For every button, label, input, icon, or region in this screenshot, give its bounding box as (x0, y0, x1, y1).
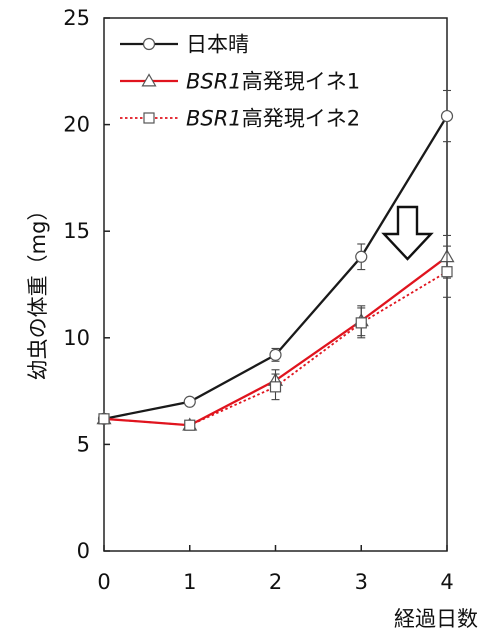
data-point-circle (183, 395, 196, 408)
data-point-square (98, 413, 110, 425)
y-tick-label: 5 (77, 432, 90, 456)
legend: 日本晴 BSR1高発現イネ1 BSR1高発現イネ2 (120, 33, 360, 131)
x-tick-label: 2 (269, 570, 282, 594)
data-point-square (269, 381, 282, 393)
legend-label: 日本晴 (186, 33, 249, 57)
annotation (381, 205, 434, 261)
y-tick-label: 10 (63, 326, 90, 350)
axes (103, 17, 448, 552)
y-tick-label: 15 (63, 219, 90, 243)
down-arrow-icon (381, 205, 434, 261)
x-tick-labels: 0 1 2 3 4 (97, 570, 453, 594)
data-point-square (355, 317, 367, 329)
series-3 (98, 245, 453, 431)
data-point-circle (142, 37, 156, 51)
data-point-circle (269, 348, 282, 361)
x-tick-label: 0 (97, 570, 110, 594)
data-point-triangle (141, 73, 157, 87)
series-2 (96, 234, 455, 431)
x-axis-label: 経過日数 (394, 607, 478, 631)
legend-label: BSR1高発現イネ2 (186, 107, 360, 131)
data-point-square (441, 266, 453, 278)
y-tick-labels: 0 5 10 15 20 25 (63, 6, 90, 563)
x-tick-label: 1 (183, 570, 196, 594)
data-point-circle (355, 250, 368, 263)
y-tick-label: 20 (63, 113, 90, 137)
data-point-square (143, 112, 155, 124)
series-layer (96, 89, 455, 431)
y-tick-label: 0 (77, 539, 90, 563)
legend-label: BSR1高発現イネ1 (186, 70, 360, 94)
legend-item-3: BSR1高発現イネ2 (120, 107, 360, 131)
series-line (103, 270, 448, 427)
x-tick-label: 3 (355, 570, 368, 594)
y-axis-label: 幼虫の体重（mg） (26, 200, 50, 381)
data-point-circle (440, 109, 454, 123)
data-point-square (184, 419, 196, 431)
legend-item-2: BSR1高発現イネ1 (120, 70, 360, 94)
legend-item-1: 日本晴 (120, 33, 249, 57)
x-tick-label: 4 (440, 570, 453, 594)
y-tick-label: 25 (63, 6, 90, 30)
plot-frame (103, 17, 448, 552)
